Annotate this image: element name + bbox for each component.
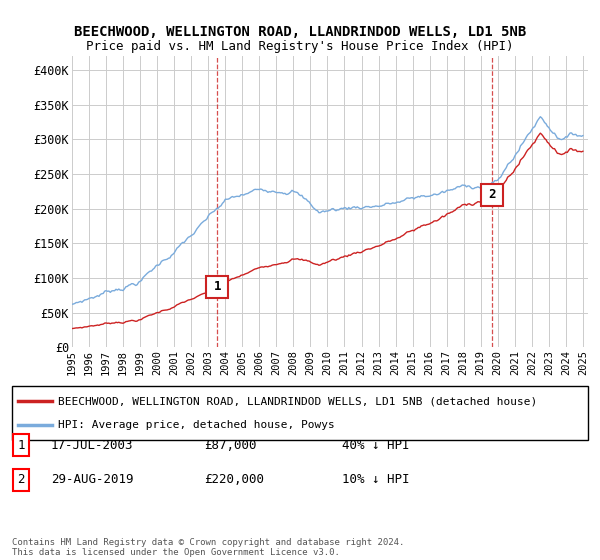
Text: £87,000: £87,000 (204, 438, 257, 452)
Text: 2: 2 (17, 473, 25, 487)
Text: 40% ↓ HPI: 40% ↓ HPI (342, 438, 409, 452)
Text: 17-JUL-2003: 17-JUL-2003 (51, 438, 133, 452)
Text: BEECHWOOD, WELLINGTON ROAD, LLANDRINDOD WELLS, LD1 5NB (detached house): BEECHWOOD, WELLINGTON ROAD, LLANDRINDOD … (58, 396, 538, 407)
Text: 29-AUG-2019: 29-AUG-2019 (51, 473, 133, 487)
FancyBboxPatch shape (12, 386, 588, 440)
Text: £220,000: £220,000 (204, 473, 264, 487)
Text: Contains HM Land Registry data © Crown copyright and database right 2024.
This d: Contains HM Land Registry data © Crown c… (12, 538, 404, 557)
Text: 1: 1 (214, 281, 221, 293)
Text: Price paid vs. HM Land Registry's House Price Index (HPI): Price paid vs. HM Land Registry's House … (86, 40, 514, 53)
Text: HPI: Average price, detached house, Powys: HPI: Average price, detached house, Powy… (58, 419, 335, 430)
Text: 2: 2 (488, 188, 496, 201)
Text: 10% ↓ HPI: 10% ↓ HPI (342, 473, 409, 487)
Text: BEECHWOOD, WELLINGTON ROAD, LLANDRINDOD WELLS, LD1 5NB: BEECHWOOD, WELLINGTON ROAD, LLANDRINDOD … (74, 25, 526, 39)
Text: 1: 1 (17, 438, 25, 452)
